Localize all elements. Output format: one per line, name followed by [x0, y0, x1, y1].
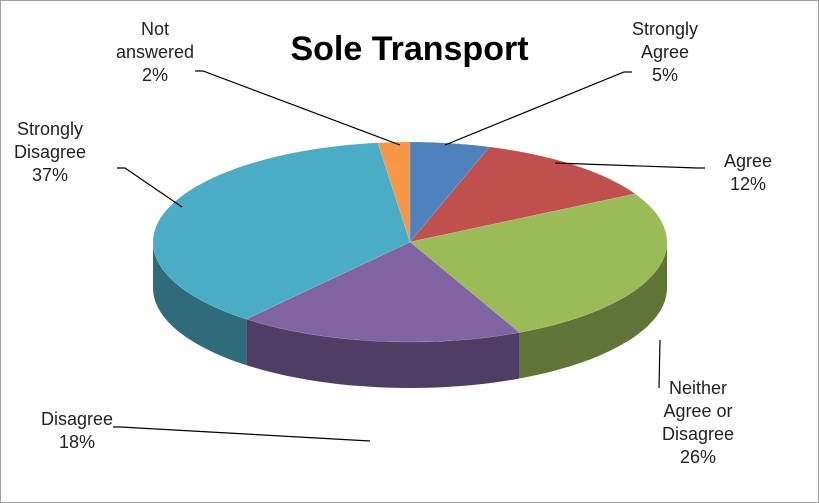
leader-line: [195, 70, 401, 146]
value-label: 26%: [679, 447, 717, 467]
category-label: Disagree: [40, 409, 114, 429]
leader-line: [113, 426, 371, 442]
data-label: Not answered 2%: [105, 18, 205, 87]
pie-side: [246, 319, 520, 388]
value-label: 37%: [31, 165, 69, 185]
leader-line: [658, 339, 661, 389]
category-label: Not answered: [115, 19, 195, 62]
value-label: 18%: [58, 432, 96, 452]
pie-side: [519, 242, 667, 379]
category-label: Agree: [723, 151, 773, 171]
pie-slice: [245, 241, 520, 343]
data-label: Strongly Agree 5%: [610, 18, 720, 87]
pie-side: [153, 242, 247, 366]
value-label: 2%: [141, 65, 168, 85]
chart-title: Sole Transport: [290, 30, 529, 68]
data-label: Strongly Disagree 37%: [0, 118, 105, 187]
data-label: Disagree 18%: [22, 408, 132, 454]
leader-line: [554, 162, 705, 169]
leader-line: [444, 71, 632, 146]
data-label: Agree 12%: [703, 150, 793, 196]
data-label: Neither Agree or Disagree 26%: [643, 377, 753, 469]
pie-slice: [409, 193, 668, 333]
value-label: 12%: [729, 174, 767, 194]
value-label: 5%: [651, 65, 678, 85]
pie-slice: [152, 142, 411, 320]
category-label: Neither Agree or Disagree: [661, 378, 735, 444]
pie-slice: [409, 146, 636, 243]
category-label: Strongly Agree: [631, 19, 699, 62]
leader-line: [117, 167, 183, 208]
category-label: Strongly Disagree: [13, 119, 87, 162]
